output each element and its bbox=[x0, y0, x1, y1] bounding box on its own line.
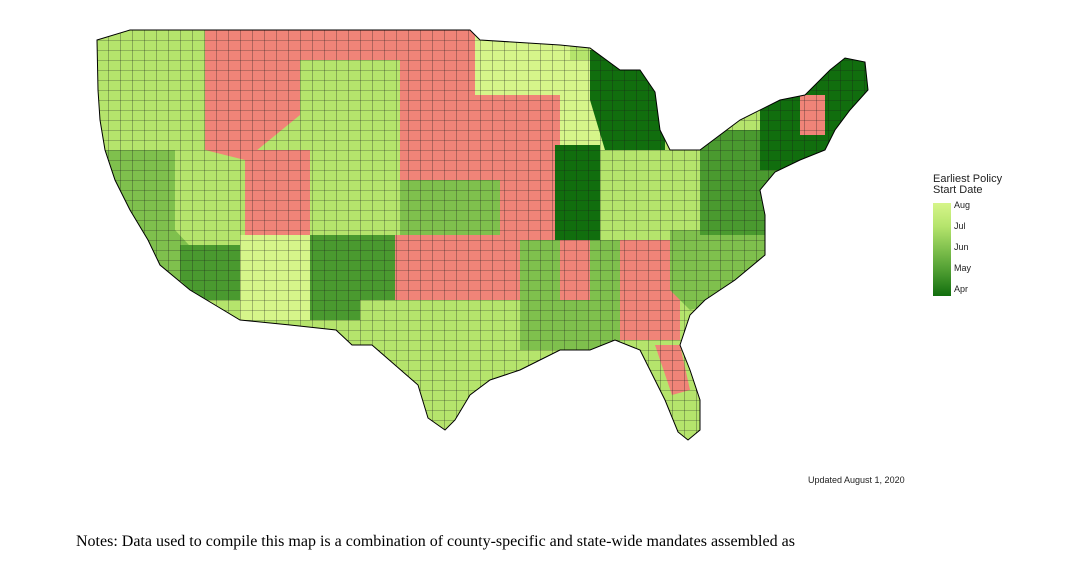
notes-text: Notes: Data used to compile this map is … bbox=[76, 533, 795, 550]
county-lines bbox=[97, 30, 868, 440]
legend-tick-aug: Aug bbox=[954, 200, 971, 210]
legend-tick-jun: Jun bbox=[954, 242, 969, 252]
us-outline bbox=[96, 29, 869, 441]
legend-title-line2: Start Date bbox=[933, 184, 983, 196]
legend: Earliest Policy Start Date Aug Jul Jun M… bbox=[933, 173, 1043, 296]
updated-caption: Updated August 1, 2020 bbox=[808, 475, 905, 485]
legend-tick-apr: Apr bbox=[954, 284, 969, 294]
legend-tick-may: May bbox=[954, 263, 972, 273]
legend-color-bar bbox=[933, 203, 951, 296]
us-county-map bbox=[96, 29, 869, 441]
legend-tick-jul: Jul bbox=[954, 221, 966, 231]
legend-title-line1: Earliest Policy bbox=[933, 173, 1003, 185]
